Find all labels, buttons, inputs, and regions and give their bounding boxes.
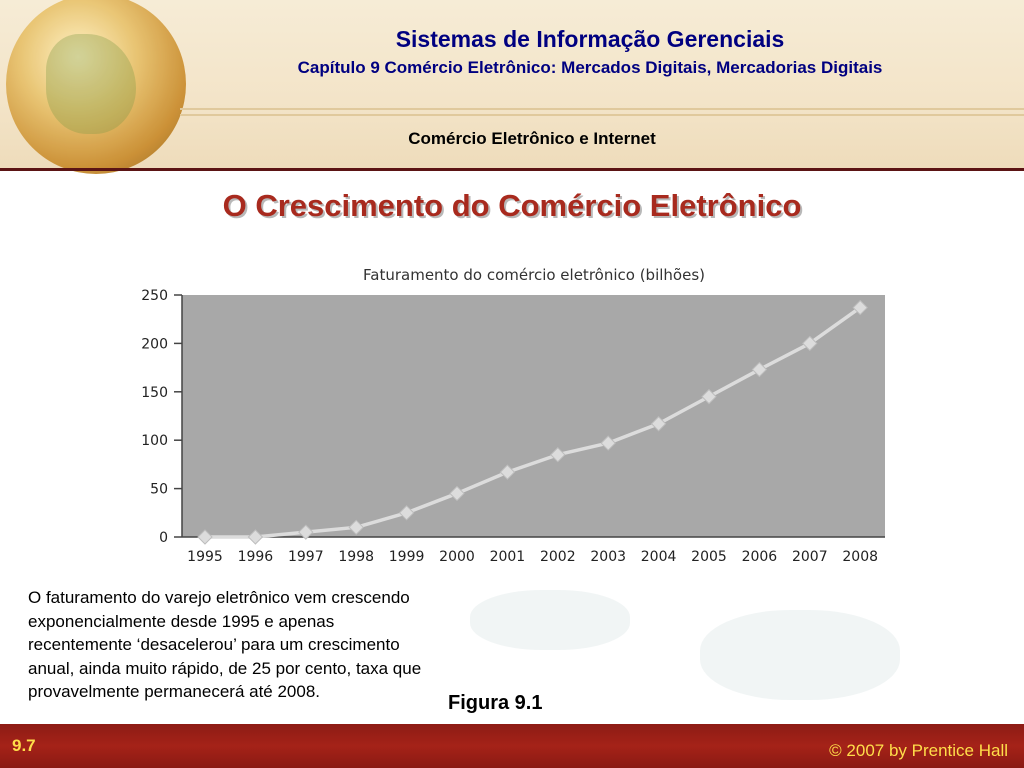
section-title: Comércio Eletrônico e Internet bbox=[408, 129, 656, 148]
series-line bbox=[205, 306, 862, 539]
x-tick-label: 1996 bbox=[238, 549, 274, 565]
x-tick-label: 2008 bbox=[842, 549, 878, 565]
course-title: Sistemas de Informação Gerenciais bbox=[395, 26, 785, 52]
data-point bbox=[247, 529, 264, 545]
data-point bbox=[197, 529, 213, 545]
globe-continent bbox=[46, 34, 136, 134]
chart-figure: Faturamento do comércio eletrônico (bilh… bbox=[108, 246, 944, 588]
data-point bbox=[701, 388, 717, 405]
chapter-title: Capítulo 9 Comércio Eletrônico: Mercados… bbox=[297, 58, 883, 77]
background-map-shape bbox=[470, 590, 630, 650]
plot-area bbox=[182, 295, 885, 537]
x-tick-label: 2001 bbox=[490, 549, 526, 565]
y-tick-label: 50 bbox=[150, 482, 168, 498]
chart-title: Faturamento do comércio eletrônico (bilh… bbox=[363, 266, 705, 284]
y-tick-label: 0 bbox=[159, 530, 168, 546]
background-map-shape bbox=[700, 610, 900, 700]
data-point bbox=[499, 464, 516, 480]
data-point bbox=[802, 335, 818, 352]
x-tick-label: 1997 bbox=[288, 549, 324, 565]
data-point bbox=[852, 299, 868, 316]
slide-title: O Crescimento do Comércio Eletrônico bbox=[222, 188, 802, 223]
y-tick-label: 250 bbox=[141, 288, 168, 304]
data-point bbox=[600, 435, 616, 451]
x-tick-label: 2004 bbox=[641, 549, 677, 565]
x-tick-label: 1998 bbox=[338, 549, 374, 565]
x-tick-label: 2005 bbox=[691, 549, 727, 565]
data-point bbox=[398, 505, 415, 521]
data-point bbox=[449, 485, 465, 502]
page-number: 9.7 bbox=[12, 736, 36, 755]
header-divider bbox=[180, 108, 1024, 110]
y-tick-label: 200 bbox=[141, 336, 168, 352]
y-tick-label: 100 bbox=[141, 433, 168, 449]
copyright-notice: © 2007 by Prentice Hall bbox=[829, 741, 1008, 760]
data-point bbox=[298, 524, 314, 540]
data-point bbox=[550, 447, 566, 463]
x-tick-label: 1995 bbox=[187, 549, 223, 565]
figure-caption: O faturamento do varejo eletrônico vem c… bbox=[28, 588, 422, 701]
x-tick-label: 2006 bbox=[742, 549, 778, 565]
x-tick-label: 2007 bbox=[792, 549, 828, 565]
data-point bbox=[348, 519, 364, 536]
globe-logo-icon bbox=[6, 0, 186, 174]
slide-header: Sistemas de Informação Gerenciais Capítu… bbox=[0, 0, 1024, 174]
data-point bbox=[650, 416, 667, 432]
x-tick-label: 2002 bbox=[540, 549, 576, 565]
header-bottom-rule bbox=[0, 168, 1024, 171]
line-chart: Faturamento do comércio eletrônico (bilh… bbox=[108, 246, 944, 588]
y-tick-label: 150 bbox=[141, 385, 168, 401]
header-divider bbox=[180, 114, 1024, 116]
x-tick-label: 2003 bbox=[590, 549, 626, 565]
x-tick-label: 1999 bbox=[389, 549, 425, 565]
data-point bbox=[751, 361, 768, 378]
figure-label: Figura 9.1 bbox=[448, 692, 543, 714]
slide-footer bbox=[0, 724, 1024, 768]
x-tick-label: 2000 bbox=[439, 549, 475, 565]
